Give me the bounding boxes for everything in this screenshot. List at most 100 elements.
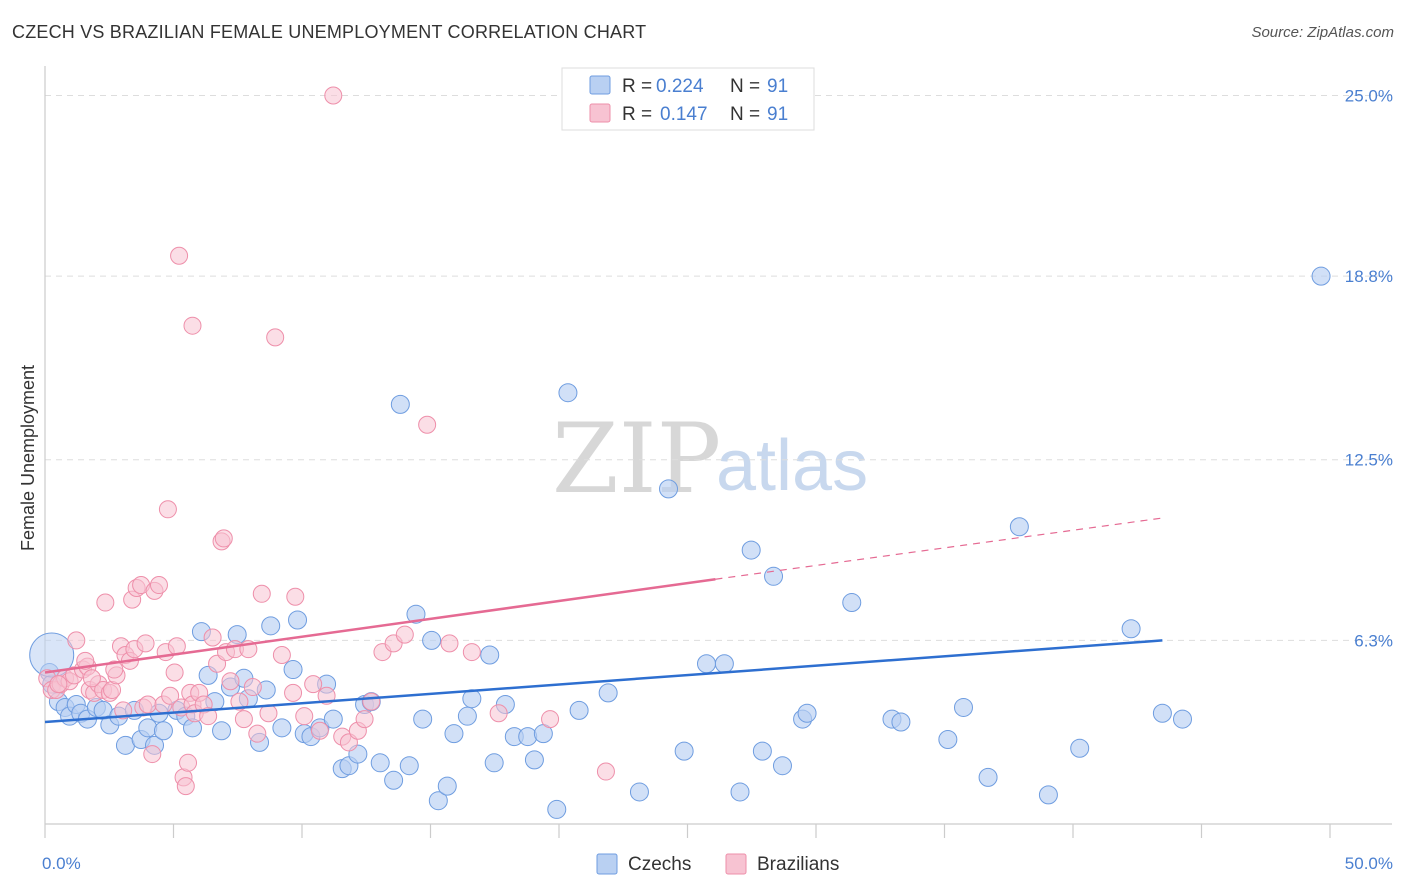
brazilians-point: [252, 584, 271, 603]
brazilians-point: [165, 663, 184, 682]
czechs-point: [437, 776, 457, 796]
czechs-point: [288, 610, 308, 630]
czechs-point: [1009, 517, 1029, 537]
y-tick-label: 18.8%: [1345, 267, 1393, 286]
brazilians-point: [179, 753, 198, 772]
brazilians-point: [248, 724, 267, 743]
brazilians-point: [105, 660, 124, 679]
brazilians-point: [143, 745, 162, 764]
czechs-point: [1070, 738, 1090, 758]
czechs-point: [1311, 266, 1331, 286]
brazilians-point: [203, 628, 222, 647]
czechs-point: [323, 709, 343, 729]
x-tick-label: 0.0%: [42, 854, 81, 873]
brazilians-point: [114, 701, 133, 720]
brazilians-point: [418, 415, 437, 434]
brazilians-points: [38, 86, 615, 796]
brazilians-point: [286, 587, 305, 606]
chart-source: Source: ZipAtlas.com: [1251, 24, 1394, 41]
brazilians-point: [362, 692, 381, 711]
brazilians-point: [243, 678, 262, 697]
czechs-points: [29, 266, 1331, 819]
legend-czechs-n-value: 91: [767, 76, 788, 97]
czechs-point: [384, 770, 404, 790]
czechs-point: [390, 394, 410, 414]
brazilians-point: [49, 675, 68, 694]
czechs-point: [714, 654, 734, 674]
czechs-point: [524, 750, 544, 770]
czechs-point: [370, 753, 390, 773]
brazilians-point: [489, 704, 508, 723]
bottom-legend-brazilians-label: Brazilians: [757, 854, 839, 875]
legend: R = 0.224 N = 91 R = 0.147 N = 91: [561, 67, 815, 131]
watermark-atlas: atlas: [716, 426, 868, 506]
czechs-point: [842, 593, 862, 613]
chart-title: CZECH VS BRAZILIAN FEMALE UNEMPLOYMENT C…: [12, 22, 647, 42]
brazilians-point: [284, 683, 303, 702]
legend-czechs-swatch: [589, 75, 611, 95]
czechs-point: [659, 479, 679, 499]
brazilians-point: [158, 500, 177, 519]
brazilians-point: [304, 675, 323, 694]
czechs-point: [674, 741, 694, 761]
brazilians-point: [183, 316, 202, 335]
brazilians-point: [199, 707, 218, 726]
czechs-point: [1121, 619, 1141, 639]
legend-brazilians-r-value: 0.147: [660, 104, 708, 125]
czechs-point: [406, 604, 426, 624]
brazilians-point: [176, 777, 195, 796]
czechs-point: [518, 727, 538, 747]
czechs-point: [272, 718, 292, 738]
brazilians-point: [295, 707, 314, 726]
czechs-point: [938, 729, 958, 749]
czechs-point: [428, 791, 448, 811]
czechs-point: [413, 709, 433, 729]
brazilians-point: [440, 634, 459, 653]
czechs-point: [1038, 785, 1058, 805]
axes: [44, 66, 1392, 838]
y-tick-label: 6.3%: [1354, 631, 1393, 650]
czechs-point: [797, 703, 817, 723]
czechs-point: [261, 616, 281, 636]
brazilians-point: [310, 721, 329, 740]
trend-lines: [44, 517, 1163, 724]
czechs-point: [629, 782, 649, 802]
czechs-point: [1173, 709, 1193, 729]
bottom-legend-czechs-swatch: [596, 853, 618, 875]
legend-brazilians-n-label: N =: [730, 104, 760, 125]
brazilians-point: [266, 328, 285, 347]
czechs-point: [484, 753, 504, 773]
czechs-point: [772, 756, 792, 776]
legend-brazilians-r-label: R =: [622, 104, 652, 125]
czechs-point: [752, 741, 772, 761]
gridlines: [45, 94, 1392, 641]
y-tick-label: 12.5%: [1345, 451, 1393, 470]
czechs-point: [598, 683, 618, 703]
brazilians-point: [149, 576, 168, 595]
czechs-point: [558, 383, 578, 403]
czechs-point: [138, 718, 158, 738]
x-tick-label: 50.0%: [1345, 854, 1393, 873]
brazilians-point: [138, 695, 157, 714]
legend-brazilians-n-value: 91: [767, 104, 788, 125]
brazilians-point: [136, 634, 155, 653]
brazilians-point: [395, 625, 414, 644]
brazilians-trend-line: [44, 577, 716, 674]
czechs-point: [891, 712, 911, 732]
czechs-point: [741, 540, 761, 560]
czechs-point: [547, 799, 567, 819]
czechs-point: [1152, 703, 1172, 723]
czechs-point: [457, 706, 477, 726]
brazilians-point: [67, 631, 86, 650]
brazilians-point: [161, 686, 180, 705]
brazilians-point: [96, 593, 115, 612]
czechs-point: [696, 654, 716, 674]
brazilians-point: [82, 669, 101, 688]
legend-czechs-n-label: N =: [730, 76, 760, 97]
brazilians-point: [221, 672, 240, 691]
legend-brazilians-swatch: [589, 103, 611, 123]
bottom-legend-czechs-label: Czechs: [628, 854, 691, 875]
legend-czechs-r-label: R =: [622, 76, 652, 97]
brazilians-point: [462, 643, 481, 662]
